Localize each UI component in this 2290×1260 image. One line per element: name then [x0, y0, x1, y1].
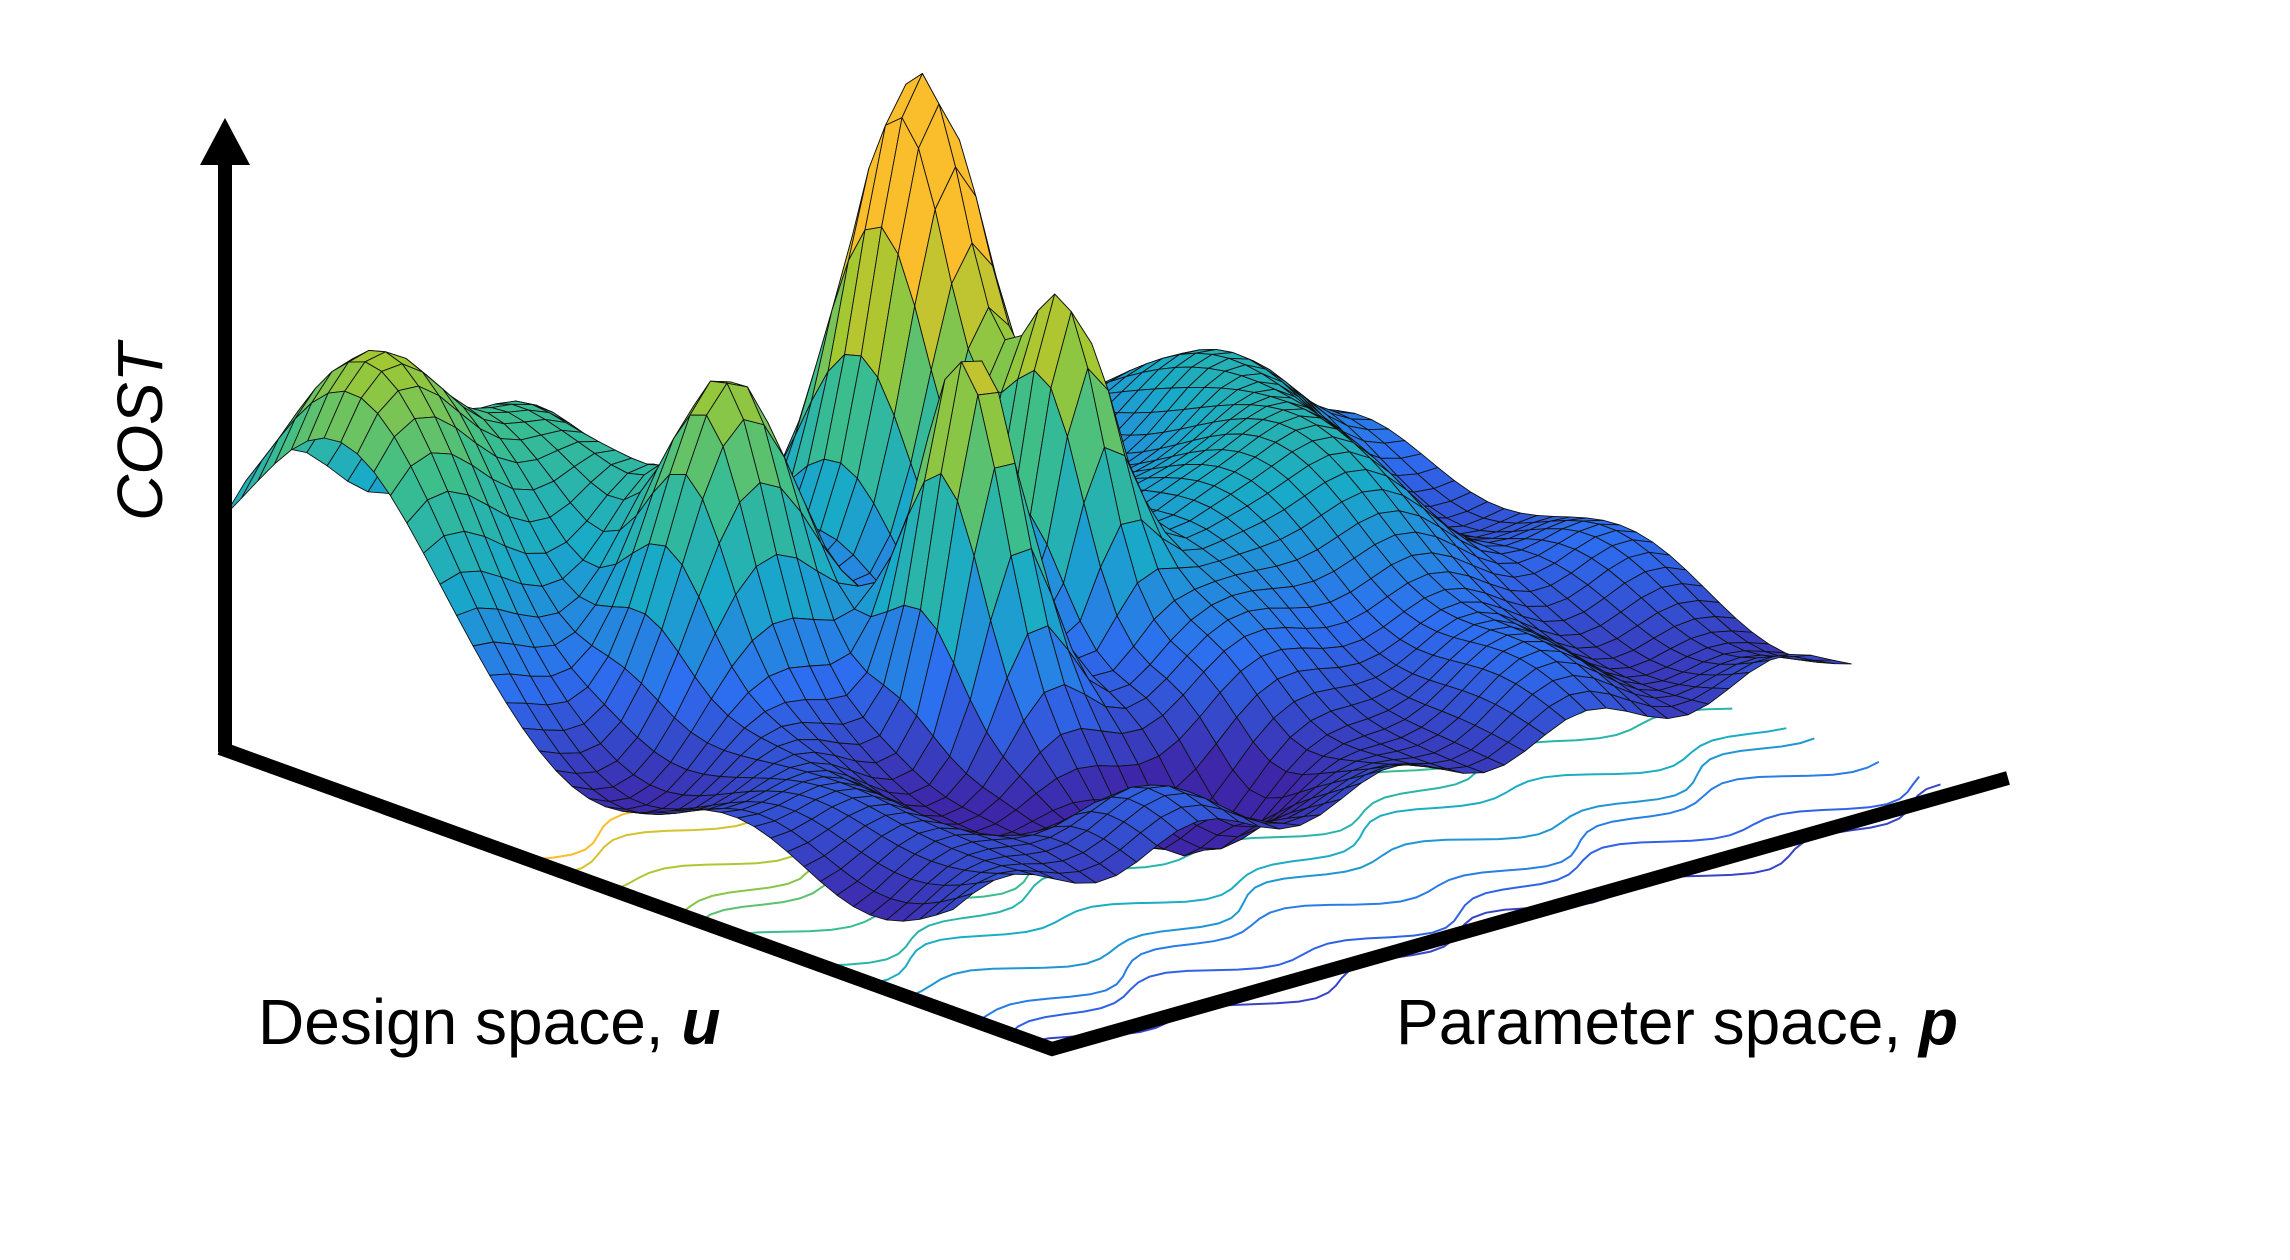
contour-line — [822, 707, 1733, 967]
design-space-label: Design space, u — [258, 986, 720, 1058]
axes — [200, 118, 2010, 1057]
design-space-text: Design space, — [258, 986, 664, 1058]
surface-cell — [241, 438, 279, 499]
parameter-space-symbol: p — [1917, 986, 1958, 1058]
cost-label: COST — [104, 339, 176, 521]
cost-axis-arrow — [200, 118, 250, 165]
contour-line — [1009, 775, 1920, 1035]
floor-axes — [217, 741, 2010, 1057]
parameter-space-text: Parameter space, — [1396, 986, 1901, 1058]
contour-line — [871, 727, 1787, 985]
parameter-space-label: Parameter space, p — [1396, 986, 1958, 1058]
cost-surface — [224, 73, 1852, 922]
contour-line — [976, 761, 1880, 1023]
design-space-symbol: u — [681, 986, 720, 1058]
surface-cell — [935, 892, 974, 916]
contour-line — [907, 737, 1815, 998]
